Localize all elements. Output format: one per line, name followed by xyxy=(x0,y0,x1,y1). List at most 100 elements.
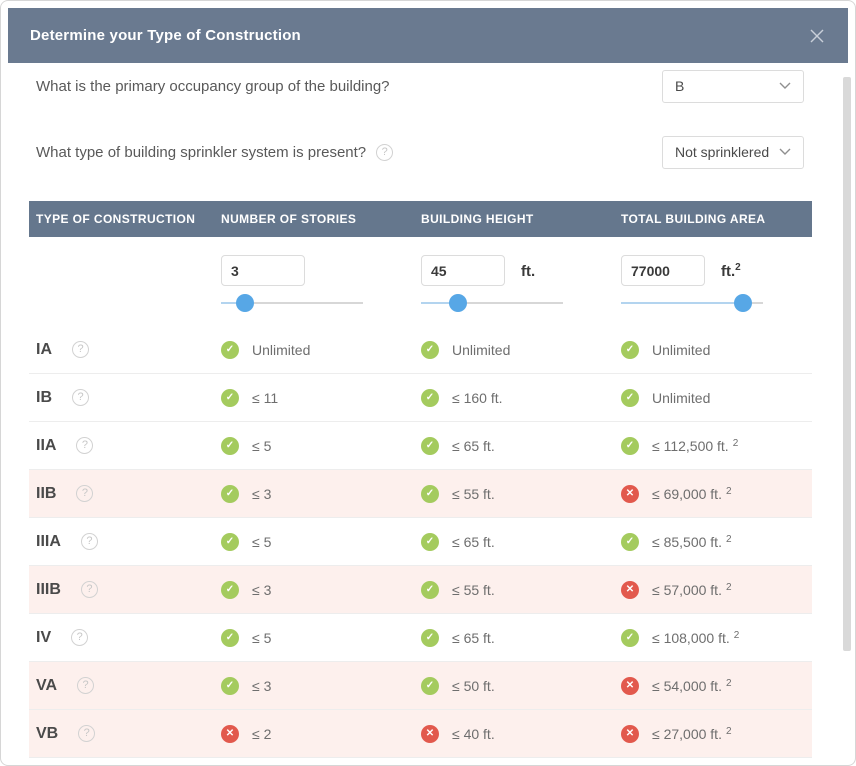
help-icon[interactable]: ? xyxy=(78,725,96,742)
check-circle-icon: ✓ xyxy=(421,628,439,647)
sprinkler-system-value: Not sprinklered xyxy=(675,144,770,160)
help-icon[interactable]: ? xyxy=(71,629,89,646)
stories-limit-value: Unlimited xyxy=(252,341,311,358)
area-limit-value: ≤ 112,500 ft. xyxy=(652,437,729,454)
scrollbar[interactable] xyxy=(843,69,851,757)
height-limit-value: Unlimited xyxy=(452,341,511,358)
area-limit-value: ≤ 27,000 ft. xyxy=(652,725,722,742)
check-circle-icon: ✓ xyxy=(421,484,439,503)
area-limit-cell: ✓ ≤ 112,500 ft. 2 xyxy=(621,436,812,455)
slider-track[interactable] xyxy=(421,302,563,304)
check-circle-icon: ✓ xyxy=(421,532,439,551)
x-circle-icon: ✕ xyxy=(621,484,639,503)
help-icon[interactable]: ? xyxy=(77,677,95,694)
help-icon[interactable]: ? xyxy=(76,485,94,502)
check-circle-icon: ✓ xyxy=(621,532,639,551)
height-limit-cell: ✕ ≤ 40 ft. xyxy=(421,724,621,743)
height-slider-thumb[interactable] xyxy=(448,294,467,312)
area-limit-cell: ✓ ≤ 85,500 ft. 2 xyxy=(621,532,812,551)
construction-table: Type of Construction Number of Stories B… xyxy=(29,201,812,758)
check-circle-icon: ✓ xyxy=(621,628,639,647)
table-row: IB ? ✓ ≤ 11 ✓ ≤ 160 ft. ✓ Unlimited xyxy=(29,374,812,422)
area-unit-label: ft.2 xyxy=(721,261,741,280)
occupancy-group-dropdown[interactable]: B xyxy=(662,69,804,103)
help-icon[interactable]: ? xyxy=(376,143,394,161)
stories-limit-value: ≤ 5 xyxy=(252,437,272,454)
check-circle-icon: ✓ xyxy=(221,436,239,455)
stories-input-cell xyxy=(221,255,421,312)
check-circle-icon: ✓ xyxy=(621,436,639,455)
stories-limit-cell: ✓ ≤ 3 xyxy=(221,484,421,503)
stories-slider-thumb[interactable] xyxy=(236,294,255,312)
col-header-area: Total Building Area xyxy=(621,212,766,226)
construction-type-label: IIIA xyxy=(36,532,61,550)
area-limit-value: ≤ 85,500 ft. xyxy=(652,533,722,550)
stories-slider[interactable] xyxy=(221,294,363,312)
table-row: IA ? ✓ Unlimited ✓ Unlimited ✓ Unlimited xyxy=(29,326,812,374)
construction-type-label: IV xyxy=(36,628,52,646)
area-slider-thumb[interactable] xyxy=(734,294,753,312)
table-row: VB ? ✕ ≤ 2 ✕ ≤ 40 ft. ✕ ≤ 27,000 ft. 2 xyxy=(29,710,812,758)
check-circle-icon: ✓ xyxy=(221,388,239,407)
slider-track[interactable] xyxy=(221,302,363,304)
stories-limit-value: ≤ 3 xyxy=(252,581,272,598)
area-limit-cell: ✓ ≤ 108,000 ft. 2 xyxy=(621,628,812,647)
area-input[interactable] xyxy=(621,255,705,286)
table-row: IV ? ✓ ≤ 5 ✓ ≤ 65 ft. ✓ ≤ 108,000 ft. 2 xyxy=(29,614,812,662)
sprinkler-question-label: What type of building sprinkler system i… xyxy=(36,143,367,161)
help-icon[interactable]: ? xyxy=(80,581,98,598)
stories-limit-value: ≤ 5 xyxy=(252,629,272,646)
slider-fill xyxy=(221,302,246,304)
help-icon[interactable]: ? xyxy=(76,437,94,454)
check-circle-icon: ✓ xyxy=(221,628,239,647)
height-limit-cell: ✓ ≤ 65 ft. xyxy=(421,532,621,551)
stories-limit-cell: ✓ Unlimited xyxy=(221,340,421,359)
slider-fill xyxy=(421,302,458,304)
stories-input[interactable] xyxy=(221,255,305,286)
check-circle-icon: ✓ xyxy=(621,388,639,407)
height-limit-cell: ✓ ≤ 55 ft. xyxy=(421,580,621,599)
sprinkler-system-dropdown[interactable]: Not sprinklered xyxy=(662,135,804,169)
scrollbar-thumb[interactable] xyxy=(843,77,851,651)
occupancy-question-label: What is the primary occupancy group of t… xyxy=(36,77,390,95)
stories-limit-cell: ✓ ≤ 11 xyxy=(221,388,421,407)
height-limit-value: ≤ 65 ft. xyxy=(452,629,495,646)
height-limit-cell: ✓ ≤ 50 ft. xyxy=(421,676,621,695)
height-slider[interactable] xyxy=(421,294,563,312)
height-limit-cell: ✓ Unlimited xyxy=(421,340,621,359)
area-limit-value: ≤ 57,000 ft. xyxy=(652,581,722,598)
area-limit-cell: ✕ ≤ 54,000 ft. 2 xyxy=(621,676,812,695)
area-slider[interactable] xyxy=(621,294,763,312)
stories-limit-value: ≤ 5 xyxy=(252,533,272,550)
modal-header: Determine your Type of Construction xyxy=(8,8,848,63)
area-input-cell: ft.2 xyxy=(621,255,812,312)
height-limit-value: ≤ 55 ft. xyxy=(452,485,495,502)
construction-type-label: IIA xyxy=(36,436,57,454)
check-circle-icon: ✓ xyxy=(221,484,239,503)
questions-section: What is the primary occupancy group of t… xyxy=(29,63,827,169)
stories-limit-value: ≤ 3 xyxy=(252,677,272,694)
area-limit-cell: ✓ Unlimited xyxy=(621,340,812,359)
check-circle-icon: ✓ xyxy=(421,676,439,695)
check-circle-icon: ✓ xyxy=(421,340,439,359)
help-icon[interactable]: ? xyxy=(72,341,89,358)
area-limit-cell: ✕ ≤ 27,000 ft. 2 xyxy=(621,724,812,743)
stories-limit-cell: ✓ ≤ 3 xyxy=(221,676,421,695)
area-limit-cell: ✕ ≤ 69,000 ft. 2 xyxy=(621,484,812,503)
construction-type-label: IIB xyxy=(36,484,57,502)
help-icon[interactable]: ? xyxy=(72,389,89,406)
height-input-cell: ft. xyxy=(421,255,621,312)
close-icon[interactable] xyxy=(808,27,826,45)
stories-limit-value: ≤ 3 xyxy=(252,485,272,502)
help-icon[interactable]: ? xyxy=(80,533,98,550)
construction-type-label: IA xyxy=(36,340,52,358)
height-input[interactable] xyxy=(421,255,505,286)
check-circle-icon: ✓ xyxy=(421,580,439,599)
chevron-down-icon xyxy=(779,148,791,156)
stories-limit-cell: ✓ ≤ 5 xyxy=(221,436,421,455)
area-limit-value: ≤ 54,000 ft. xyxy=(652,677,722,694)
area-limit-value: Unlimited xyxy=(652,341,711,358)
area-limit-value: ≤ 69,000 ft. xyxy=(652,485,722,502)
check-circle-icon: ✓ xyxy=(221,340,239,359)
